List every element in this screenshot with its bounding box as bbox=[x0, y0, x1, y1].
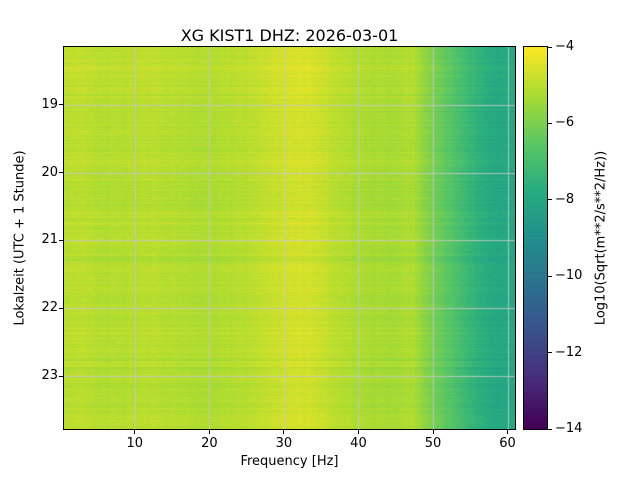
y-tick-label: 21 bbox=[41, 232, 58, 248]
colorbar-tick bbox=[548, 122, 552, 124]
y-tick-label: 19 bbox=[41, 96, 58, 112]
colorbar-tick-label: −14 bbox=[555, 421, 583, 436]
x-tick bbox=[283, 430, 285, 434]
colorbar-tick-label: −8 bbox=[555, 191, 575, 207]
x-tick-label: 20 bbox=[201, 436, 218, 451]
y-tick-label: 22 bbox=[41, 300, 58, 316]
colorbar-tick-label: −12 bbox=[555, 344, 583, 360]
y-axis-label: Lokalzeit (UTC + 1 Stunde) bbox=[12, 150, 28, 326]
x-tick bbox=[507, 430, 509, 434]
colorbar-tick bbox=[548, 199, 552, 201]
y-tick bbox=[59, 375, 63, 377]
colorbar-tick bbox=[548, 275, 552, 277]
x-tick bbox=[134, 430, 136, 434]
y-tick bbox=[59, 172, 63, 174]
x-tick bbox=[208, 430, 210, 434]
y-tick bbox=[59, 104, 63, 106]
colorbar-tick-label: −6 bbox=[555, 115, 575, 131]
colorbar-tick bbox=[548, 46, 552, 48]
x-tick-label: 50 bbox=[424, 436, 442, 451]
spectrogram-canvas bbox=[64, 47, 515, 429]
x-tick bbox=[357, 430, 359, 434]
y-tick bbox=[59, 239, 63, 241]
colorbar-tick bbox=[548, 428, 552, 430]
x-tick bbox=[432, 430, 434, 434]
colorbar-tick-label: −4 bbox=[555, 39, 575, 54]
colorbar-canvas bbox=[524, 47, 547, 429]
x-tick-label: 40 bbox=[350, 436, 367, 451]
x-tick-label: 10 bbox=[126, 436, 144, 451]
colorbar-tick-label: −10 bbox=[555, 268, 583, 284]
plot-frame bbox=[63, 46, 516, 430]
colorbar-frame bbox=[523, 46, 548, 430]
colorbar-label: Log10(Sqrt(m**2/s**2/Hz)) bbox=[593, 150, 609, 326]
y-tick bbox=[59, 307, 63, 309]
x-tick-label: 30 bbox=[275, 436, 293, 451]
figure-title: XG KIST1 DHZ: 2026-03-01 bbox=[180, 26, 399, 45]
y-tick-label: 23 bbox=[41, 368, 58, 384]
x-axis-label: Frequency [Hz] bbox=[240, 454, 339, 469]
x-tick-label: 60 bbox=[499, 436, 516, 451]
colorbar-tick bbox=[548, 352, 552, 354]
y-tick-label: 20 bbox=[41, 164, 58, 180]
